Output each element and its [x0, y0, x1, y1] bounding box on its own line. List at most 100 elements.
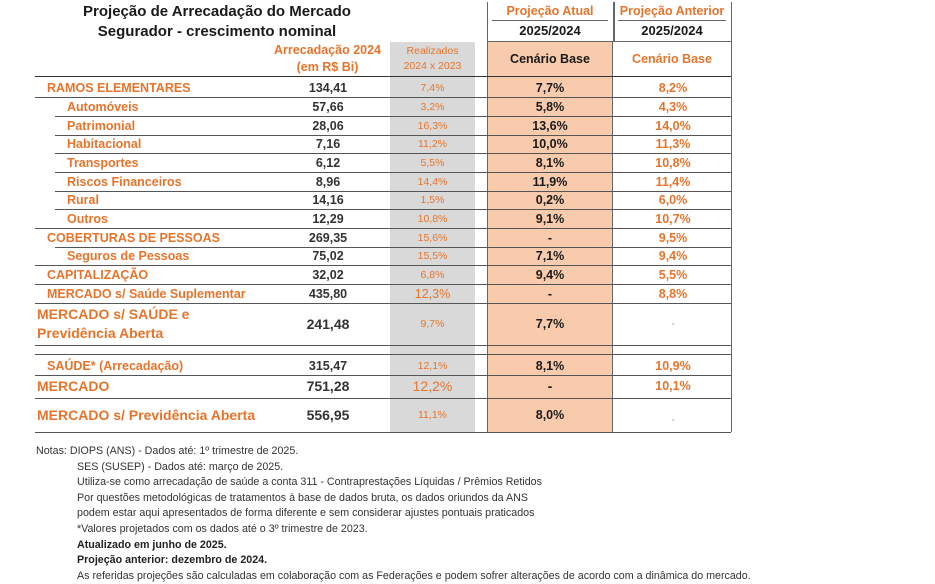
row-projecao-anterior: 6,0%	[658, 192, 688, 207]
row-projecao-anterior: 10,7%	[655, 211, 691, 226]
header-arrecadacao: Arrecadação 2024	[273, 43, 382, 57]
projecao-anterior-box	[613, 2, 732, 432]
row-label: MERCADO s/ Saúde Suplementar	[47, 286, 246, 301]
row-arrecadacao: 14,16	[312, 192, 344, 207]
row-label: CAPITALIZAÇÃO	[47, 267, 149, 282]
row-projecao-atual: -	[547, 286, 553, 301]
row-projecao-anterior: 11,4%	[655, 174, 691, 189]
row-realizados: 16,3%	[417, 119, 448, 132]
row-arrecadacao: 57,66	[312, 99, 344, 114]
projecao-atual-header-box	[487, 2, 615, 42]
row-projecao-atual: 10,0%	[532, 136, 568, 151]
row-projecao-anterior: 4,3%	[658, 99, 688, 114]
table-row: MERCADO s/ Previdência Aberta 556,95 11,…	[35, 404, 730, 426]
row-label: Riscos Financeiros	[67, 174, 182, 189]
table-row: Outros 12,29 10,8% 9,1% 10,7%	[35, 209, 730, 228]
row-arrecadacao: 6,12	[315, 155, 341, 170]
header-arrecadacao-unit: (em R$ Bi)	[296, 60, 359, 74]
row-realizados: 12,2%	[412, 378, 453, 394]
row-arrecadacao: 751,28	[306, 378, 350, 394]
table-row: Automóveis 57,66 3,2% 5,8% 4,3%	[35, 97, 730, 116]
row-arrecadacao: 241,48	[306, 316, 350, 332]
row-projecao-atual: -	[547, 378, 553, 394]
realizados-column-bg	[390, 42, 475, 432]
row-arrecadacao: 315,47	[308, 358, 348, 373]
row-realizados: 5,5%	[420, 156, 445, 169]
row-realizados: 10,8%	[417, 212, 448, 225]
row-projecao-atual: 7,7%	[535, 80, 565, 95]
table-row: MERCADO s/ Saúde Suplementar 435,80 12,3…	[35, 284, 730, 303]
table-row: Transportes 6,12 5,5% 8,1% 10,8%	[35, 153, 730, 172]
notes-block: Notas: DIOPS (ANS) - Dados até: 1º trime…	[36, 444, 751, 584]
row-projecao-anterior: 5,5%	[658, 267, 688, 282]
row-arrecadacao: 134,41	[308, 80, 348, 95]
row-arrecadacao: 8,96	[315, 174, 341, 189]
header-projecao-anterior-scenario: Cenário Base	[632, 52, 712, 66]
row-projecao-anterior: 14,0%	[655, 118, 691, 133]
row-projecao-atual: 13,6%	[532, 118, 568, 133]
note-conta-311: Utiliza-se como arrecadação de saúde a c…	[77, 476, 542, 489]
row-projecao-anterior: -	[671, 414, 675, 426]
table-row: COBERTURAS DE PESSOAS 269,35 15,6% - 9,5…	[35, 228, 730, 247]
row-projecao-atual: 11,9%	[532, 174, 568, 189]
row-label: MERCADO	[37, 378, 110, 394]
row-projecao-atual: 5,8%	[535, 99, 565, 114]
page-title-line1: Projeção de Arrecadação do Mercado	[83, 3, 351, 20]
row-projecao-atual: 9,1%	[535, 211, 565, 226]
row-realizados: 11,1%	[418, 409, 447, 421]
row-projecao-anterior: 10,9%	[655, 358, 691, 373]
row-projecao-anterior: 9,5%	[658, 230, 688, 245]
row-label: Habitacional	[67, 136, 142, 151]
row-label: MERCADO s/ SAÚDE e Previdência Aberta	[37, 305, 377, 343]
row-realizados: 12,1%	[417, 359, 448, 372]
table-row: CAPITALIZAÇÃO 32,02 6,8% 9,4% 5,5%	[35, 265, 730, 284]
row-arrecadacao: 269,35	[308, 230, 348, 245]
row-label-line2: Previdência Aberta	[37, 325, 164, 341]
row-realizados: 6,8%	[420, 268, 445, 281]
note-projecao-anterior: Projeção anterior: dezembro de 2024.	[77, 554, 268, 567]
row-projecao-atual: -	[547, 230, 553, 245]
note-metodologia-cont: podem estar aqui apresentados de forma d…	[77, 507, 535, 520]
row-realizados: 15,6%	[417, 231, 448, 244]
projecao-atual-box	[487, 42, 613, 432]
note-diops: Notas: DIOPS (ANS) - Dados até: 1º trime…	[36, 445, 299, 457]
row-projecao-atual: 8,1%	[535, 155, 565, 170]
row-projecao-atual: 8,0%	[535, 408, 565, 422]
row-label: MERCADO s/ Previdência Aberta	[37, 407, 256, 423]
header-realizados-period: 2024 x 2023	[403, 60, 462, 72]
projecao-atual-column-bg	[487, 42, 613, 432]
row-arrecadacao: 32,02	[312, 267, 344, 282]
row-label-line1: MERCADO s/ SAÚDE e	[37, 306, 190, 322]
row-projecao-anterior: 9,4%	[658, 248, 688, 263]
table-row: Habitacional 7,16 11,2% 10,0% 11,3%	[35, 134, 730, 153]
row-realizados: 12,3%	[414, 286, 451, 301]
table-row: Seguros de Pessoas 75,02 15,5% 7,1% 9,4%	[35, 246, 730, 265]
note-colaboracao: As referidas projeções são calculadas em…	[77, 569, 751, 582]
note-metodologia: Por questões metodológicas de tratamento…	[77, 491, 528, 504]
row-projecao-atual: 7,1%	[535, 248, 565, 263]
header-realizados: Realizados	[406, 45, 459, 57]
row-projecao-atual: 9,4%	[535, 267, 565, 282]
row-projecao-anterior: 8,2%	[658, 80, 688, 95]
row-arrecadacao: 556,95	[306, 407, 350, 423]
row-projecao-anterior: 10,1%	[655, 379, 691, 393]
header-projecao-atual: Projeção Atual	[506, 4, 594, 18]
note-atualizado: Atualizado em junho de 2025.	[77, 538, 227, 551]
note-ses: SES (SUSEP) - Dados até: março de 2025.	[77, 460, 284, 473]
row-arrecadacao: 75,02	[312, 248, 344, 263]
header-projecao-atual-scenario: Cenário Base	[510, 52, 590, 66]
table-row: MERCADO s/ SAÚDE e Previdência Aberta 24…	[35, 305, 730, 343]
row-label: Transportes	[67, 155, 139, 170]
row-realizados: 14,4%	[417, 175, 448, 188]
row-projecao-anterior: -	[671, 318, 675, 330]
header-projecao-atual-period: 2025/2024	[519, 23, 581, 38]
row-label: Rural	[67, 192, 99, 207]
row-label: COBERTURAS DE PESSOAS	[47, 230, 220, 245]
row-realizados: 7,4%	[420, 81, 445, 94]
note-valores-projetados: *Valores projetados com os dados até o 3…	[77, 522, 368, 535]
row-projecao-anterior: 11,3%	[655, 136, 691, 151]
row-label: Outros	[67, 211, 108, 226]
page-title-line2: Segurador - crescimento nominal	[97, 23, 337, 40]
table-row: SAÚDE* (Arrecadação) 315,47 12,1% 8,1% 1…	[35, 356, 730, 375]
row-realizados: 3,2%	[420, 100, 445, 113]
